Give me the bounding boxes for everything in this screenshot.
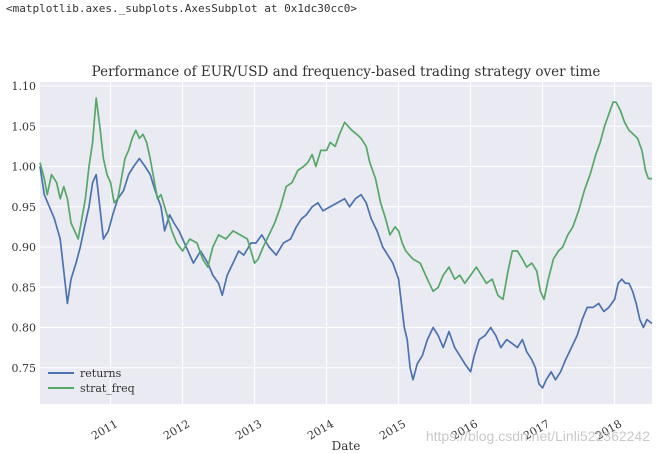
watermark: https://blog.csdn.net/Linli522362242 xyxy=(425,428,650,444)
grid-layer xyxy=(40,82,652,404)
legend: returns strat_freq xyxy=(48,367,135,395)
series-line-returns xyxy=(39,157,653,389)
y-tick-label: 0.95 xyxy=(12,201,37,214)
legend-label-strat-freq: strat_freq xyxy=(80,382,135,395)
y-tick-label: 1.10 xyxy=(12,80,37,93)
x-axis-label: Date xyxy=(332,439,361,453)
chart-title: Performance of EUR/USD and frequency-bas… xyxy=(92,64,601,80)
legend-label-returns: returns xyxy=(80,367,122,380)
y-tick-label: 0.80 xyxy=(12,322,37,335)
x-tick-label: 2012 xyxy=(161,417,192,442)
y-tick-label: 1.00 xyxy=(12,161,37,174)
y-tick-label: 0.90 xyxy=(12,241,37,254)
output-repr: <matplotlib.axes._subplots.AxesSubplot a… xyxy=(6,2,357,15)
series-layer xyxy=(39,97,653,389)
y-tick-label: 1.05 xyxy=(12,120,37,133)
x-tick-label: 2011 xyxy=(89,417,120,442)
y-tick-label: 0.85 xyxy=(12,281,37,294)
x-tick-label: 2015 xyxy=(377,417,408,442)
y-tick-label: 0.75 xyxy=(12,362,37,375)
plot-background xyxy=(40,82,652,404)
series-line-strat-freq xyxy=(39,97,652,301)
x-tick-label: 2013 xyxy=(233,417,264,442)
